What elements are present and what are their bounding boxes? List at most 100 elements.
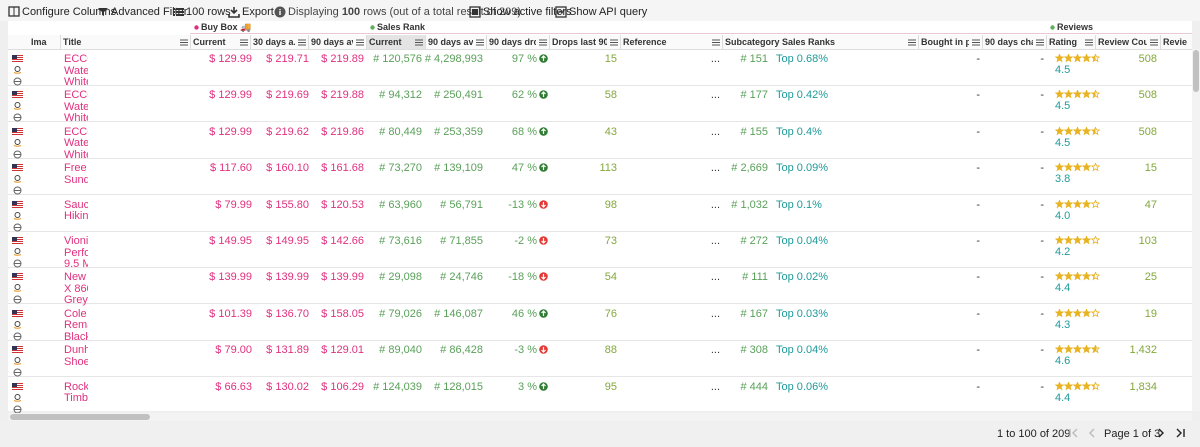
title-line[interactable]: Free P: [64, 162, 88, 175]
drop-percent: -2 %: [514, 235, 537, 247]
title-line[interactable]: Black/: [64, 330, 88, 343]
column-menu[interactable]: [180, 39, 188, 46]
drop-percent: 68 %: [511, 125, 537, 138]
first-page[interactable]: [1069, 428, 1079, 438]
drop-trend-icon: [539, 308, 548, 318]
toolbar-button[interactable]: 100 rows: [186, 6, 231, 18]
column-menu[interactable]: [240, 39, 248, 46]
column-menu[interactable]: [539, 39, 547, 46]
subcategory-top: Top 0.4%: [776, 125, 822, 138]
reference: ...: [710, 89, 720, 102]
column-menu[interactable]: [712, 39, 720, 46]
amazon-icon: [13, 66, 22, 74]
column-menu[interactable]: [908, 39, 916, 46]
subcategory-rank: # 2,669: [731, 162, 768, 175]
title-line[interactable]: Rockp: [64, 380, 88, 393]
column-header[interactable]: Reference: [623, 37, 667, 47]
page-range: 1 to 100 of 209: [997, 428, 1071, 440]
title-line[interactable]: White/: [64, 112, 88, 125]
title-line[interactable]: ECCO: [64, 125, 88, 138]
next-page[interactable]: [1156, 428, 1166, 438]
change-90: -: [1040, 380, 1044, 393]
column-header[interactable]: Rating: [1049, 37, 1077, 47]
status-suffix: rows (out of a total result of 209): [363, 6, 521, 18]
column-header[interactable]: 90 days drop %: [489, 37, 536, 47]
column-header[interactable]: Review Count: [1098, 37, 1147, 47]
column-header[interactable]: Current: [369, 37, 402, 47]
flag-icon: [12, 237, 23, 244]
column-menu[interactable]: [415, 39, 423, 46]
bought: -: [976, 198, 980, 211]
column-menu[interactable]: [356, 39, 364, 46]
rating-value: 4.5: [1055, 64, 1071, 76]
title-line[interactable]: Vionic: [64, 235, 88, 247]
column-menu[interactable]: [1085, 39, 1093, 46]
column-menu[interactable]: [298, 39, 306, 46]
title-line[interactable]: Waterp: [64, 100, 88, 113]
title-line[interactable]: Perfor: [64, 246, 88, 259]
column-header[interactable]: 90 days chan...: [985, 37, 1033, 47]
change-90: -: [1040, 162, 1044, 175]
ebay-icon: [13, 186, 22, 195]
row-divider: [8, 339, 1192, 341]
title-line[interactable]: Remas: [64, 319, 88, 332]
buy-box-price: $ 131.89: [266, 344, 309, 357]
column-menu[interactable]: [476, 39, 484, 46]
title-line[interactable]: 9.5 Me: [64, 258, 88, 270]
toolbar-icon: [469, 6, 481, 18]
last-page[interactable]: [1175, 428, 1185, 438]
toolbar-button[interactable]: Show API query: [569, 6, 648, 18]
column-header[interactable]: 30 days a...: [253, 37, 295, 47]
column-header[interactable]: Drops last 90 da...: [552, 37, 607, 47]
drops-count: 15: [604, 53, 617, 65]
title-line[interactable]: Sauco: [64, 198, 88, 211]
column-header[interactable]: 90 days avg.: [311, 37, 353, 47]
title-line[interactable]: ECCO: [64, 89, 88, 102]
drop-trend-icon: [539, 163, 548, 172]
sales-rank-avg: # 86,428: [440, 344, 483, 357]
toolbar-button[interactable]: Show active filters: [483, 6, 572, 18]
column-header[interactable]: Title: [63, 37, 82, 47]
buy-box-price: $ 160.10: [266, 162, 309, 175]
column-header[interactable]: 90 days avg.: [428, 37, 473, 47]
title-line[interactable]: Hiking: [64, 210, 88, 223]
drop-trend-icon: [539, 126, 548, 136]
title-line[interactable]: Grey/S: [64, 294, 88, 307]
subcategory-top: Top 0.06%: [776, 380, 828, 393]
column-header[interactable]: Review Co: [1163, 37, 1187, 47]
title-line[interactable]: White/: [64, 148, 88, 161]
rating-stars: [1055, 126, 1100, 136]
buy-box-price: $ 120.53: [321, 198, 364, 211]
column-header[interactable]: Bought in pas...: [921, 37, 969, 47]
column-header[interactable]: Current: [193, 37, 226, 47]
title-line[interactable]: Dunha: [64, 344, 88, 357]
title-line[interactable]: Waterp: [64, 137, 88, 150]
drop-trend-icon: [539, 236, 548, 245]
title-line[interactable]: Sundre: [64, 173, 88, 186]
toolbar-button[interactable]: Configure Columns: [22, 6, 117, 18]
group-dot: [1050, 25, 1055, 30]
column-menu[interactable]: [1150, 39, 1158, 46]
column-menu[interactable]: [1036, 39, 1044, 46]
title-line[interactable]: Waterp: [64, 64, 88, 77]
horizontal-scroll-thumb[interactable]: [10, 414, 150, 420]
vertical-scroll-thumb[interactable]: [1193, 50, 1199, 92]
title-line[interactable]: White/: [64, 76, 88, 88]
title-line[interactable]: ECCO: [64, 53, 88, 65]
column-menu[interactable]: [610, 39, 618, 46]
rating-stars: [1055, 308, 1100, 318]
column-header[interactable]: Image: [31, 37, 47, 47]
title-line[interactable]: X 860: [64, 282, 88, 295]
group-header: Buy Box 🚚: [201, 22, 252, 32]
sales-rank-avg: # 146,087: [434, 307, 483, 320]
toolbar-button[interactable]: Export: [242, 6, 274, 18]
title-line[interactable]: Cole H: [64, 307, 88, 320]
title-line[interactable]: Timbe: [64, 392, 88, 405]
prev-page[interactable]: [1087, 428, 1097, 438]
column-header[interactable]: Subcategory Sales Ranks: [725, 37, 836, 47]
toolbar-button[interactable]: Advanced Filter: [111, 6, 188, 18]
title-line[interactable]: Shoe,E: [64, 355, 88, 368]
column-menu[interactable]: [972, 39, 980, 46]
drop-percent: 47 %: [511, 162, 537, 175]
title-line[interactable]: New B: [64, 271, 88, 284]
